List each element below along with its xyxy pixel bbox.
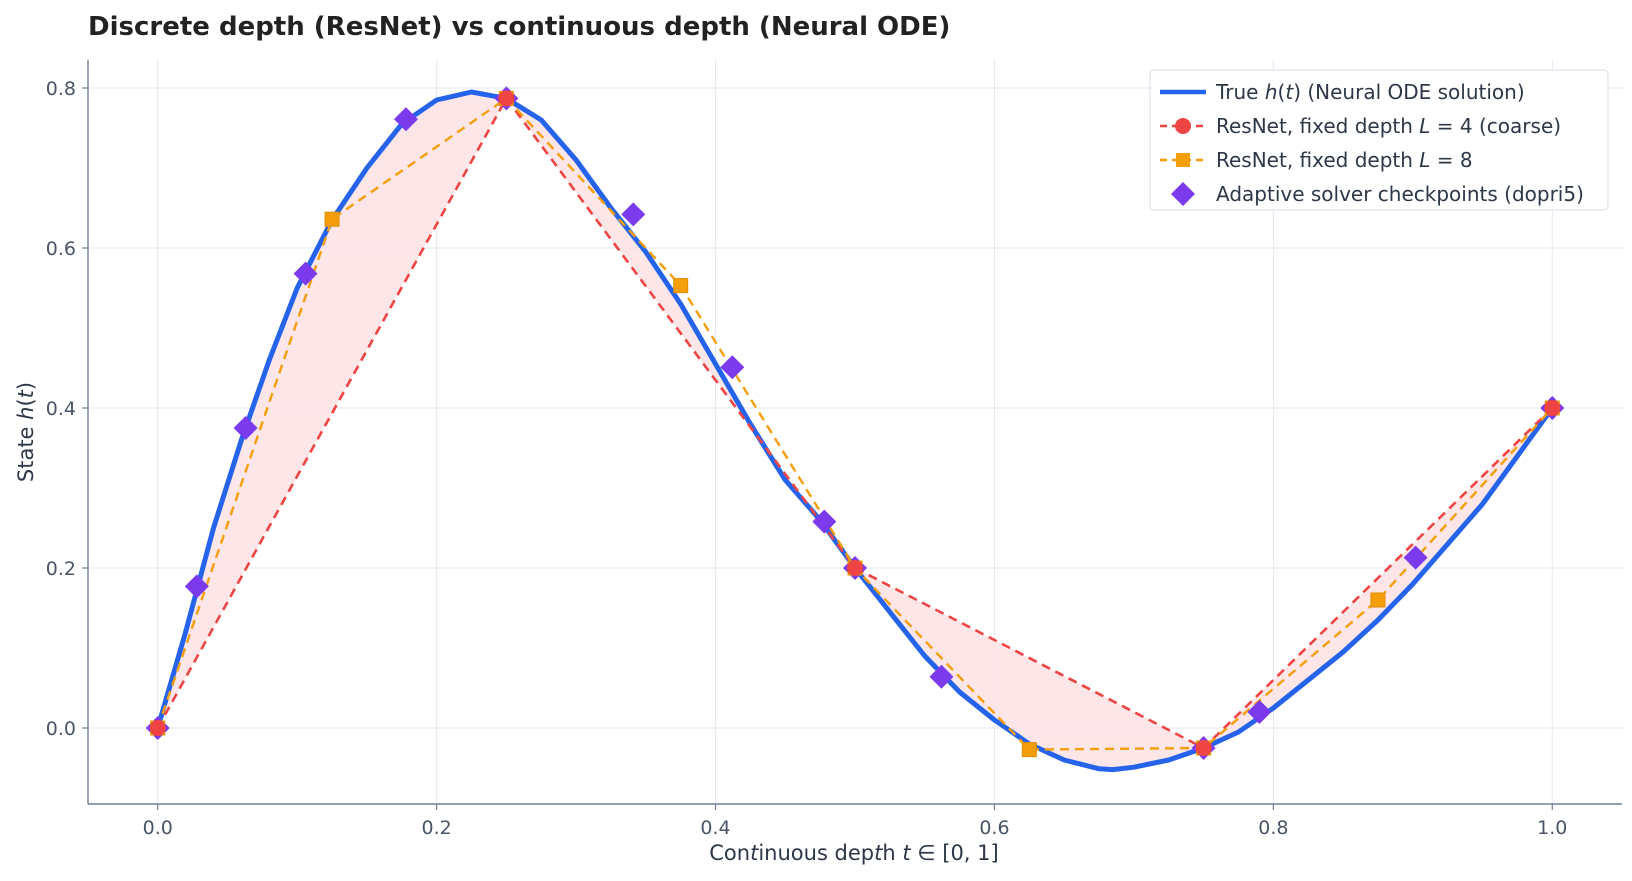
coarse-point — [498, 90, 515, 107]
legend-label: ResNet, fixed depth L = 4 (coarse) — [1216, 114, 1561, 138]
adaptive-point — [720, 355, 745, 380]
x-tick-label: 0.8 — [1258, 817, 1288, 839]
coarse-point — [1544, 400, 1561, 416]
legend-swatch-coarse-marker — [1175, 118, 1191, 134]
coarse-point — [1195, 740, 1212, 756]
adaptive-point — [929, 664, 954, 689]
y-tick-label: 0.4 — [46, 398, 76, 420]
legend-label: Adaptive solver checkpoints (dopri5) — [1216, 182, 1584, 206]
adaptive-point — [1247, 700, 1272, 724]
y-tick-label: 0.2 — [46, 558, 76, 580]
fine-point — [324, 211, 340, 227]
legend: True h(t) (Neural ODE solution) ResNet, f… — [1149, 69, 1609, 211]
adaptive-point — [812, 509, 837, 534]
chart-title: Discrete depth (ResNet) vs continuous de… — [88, 12, 950, 42]
coarse-point — [149, 720, 166, 736]
y-tick-label: 0.8 — [46, 78, 76, 100]
fine-point — [1370, 592, 1386, 608]
legend-swatch-fine-marker — [1176, 153, 1190, 167]
adaptive-point — [1403, 545, 1428, 570]
legend-box — [1149, 69, 1609, 211]
x-tick-label: 0.2 — [422, 817, 452, 839]
adaptive-point — [393, 107, 418, 132]
coarse-point — [847, 560, 863, 576]
y-tick-label: 0.6 — [46, 238, 76, 260]
adaptive-point — [233, 416, 258, 440]
x-axis-label: Continuous depth t ∈ [0, 1] — [709, 841, 998, 865]
y-axis-label: State h(t) — [14, 382, 38, 482]
x-tick-label: 1.0 — [1537, 817, 1567, 839]
legend-label: ResNet, fixed depth L = 8 — [1216, 148, 1473, 172]
x-tick-label: 0.4 — [700, 817, 730, 839]
series-markers — [145, 86, 1565, 760]
tick-labels: 0.0 0.2 0.4 0.6 0.8 1.0 0.0 0.2 0.4 0.6 0.8 — [46, 78, 1568, 839]
adaptive-point — [621, 202, 646, 227]
adaptive-point — [184, 574, 209, 599]
fine-point — [673, 278, 689, 294]
legend-swatch-adaptive — [1171, 182, 1195, 206]
y-tick-label: 0.0 — [46, 718, 76, 740]
x-tick-label: 0.0 — [143, 817, 173, 839]
adaptive-point — [293, 261, 318, 286]
x-tick-label: 0.6 — [979, 817, 1009, 839]
axes — [82, 60, 1622, 810]
fine-point — [1021, 742, 1037, 758]
legend-label: True h(t) (Neural ODE solution) — [1215, 80, 1525, 104]
